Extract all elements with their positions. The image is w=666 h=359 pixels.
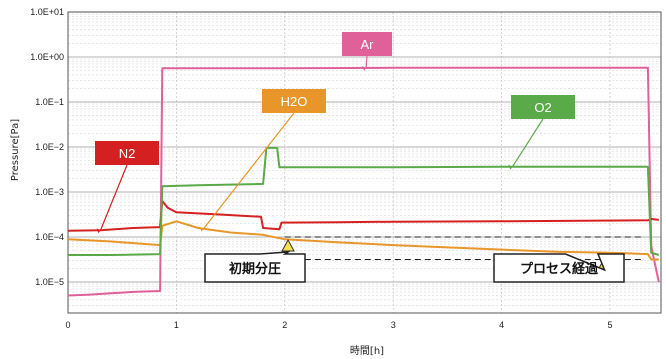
x-tick-label: 5	[607, 320, 612, 330]
y-tick-label: 1.0E−4	[35, 232, 64, 242]
leader-n2	[99, 164, 128, 231]
leader-h2o	[203, 112, 295, 230]
y-tick-labels: 1.0E+01 1.0E+00 1.0E−1 1.0E−2 1.0E−3 1.0E−4 1.…	[30, 7, 64, 287]
callout-box	[204, 251, 306, 283]
leader-arrow-o2	[508, 164, 513, 170]
x-tick-label: 0	[65, 320, 70, 330]
x-tick-labels: 0 1 2 3 4 5	[65, 320, 612, 330]
series-lines	[67, 66, 660, 297]
leader-arrow-h2o	[199, 226, 204, 232]
label-box-h2o	[262, 89, 326, 113]
series-labels: Ar H2O O2 N2	[95, 32, 575, 165]
x-tick-label: 2	[282, 320, 287, 330]
x-axis-title: 時間[h]	[350, 345, 384, 357]
series-line-o2	[68, 146, 660, 256]
plot-frame	[67, 11, 662, 314]
y-tick-label: 1.0E−2	[35, 142, 64, 152]
y-tick-label: 1.0E−3	[35, 187, 64, 197]
callout-box	[493, 253, 625, 283]
label-text-ar: Ar	[361, 37, 375, 52]
marker-triangle	[281, 238, 295, 252]
y-tick-label: 1.0E−1	[35, 97, 64, 107]
leader-arrow-n2	[96, 228, 101, 234]
x-tick-label: 1	[174, 320, 179, 330]
label-box-n2	[95, 141, 159, 165]
callouts: 初期分圧 プロセス経過	[204, 251, 625, 283]
leader-o2	[511, 118, 544, 168]
leader-ar	[365, 55, 368, 68]
y-tick-label: 1.0E+00	[30, 52, 64, 62]
callout-label: 初期分圧	[229, 261, 281, 277]
label-leaders	[96, 55, 544, 234]
label-box-o2	[511, 95, 575, 119]
y-tick-label: 1.0E+01	[30, 7, 64, 17]
y-tick-label: 1.0E−5	[35, 277, 64, 287]
x-tick-label: 4	[499, 320, 504, 330]
leader-arrow-ar	[362, 65, 367, 71]
label-text-h2o: H2O	[281, 94, 308, 109]
series-line-ar	[67, 66, 660, 297]
label-text-n2: N2	[119, 146, 136, 161]
callout-label: プロセス経過	[520, 261, 599, 277]
label-text-o2: O2	[534, 100, 551, 115]
series-line-n2	[67, 200, 659, 232]
x-tick-label: 3	[391, 320, 396, 330]
y-axis-title: Pressure[Pa]	[10, 119, 21, 181]
label-box-ar	[342, 32, 392, 56]
series-line-h2o	[67, 220, 659, 261]
